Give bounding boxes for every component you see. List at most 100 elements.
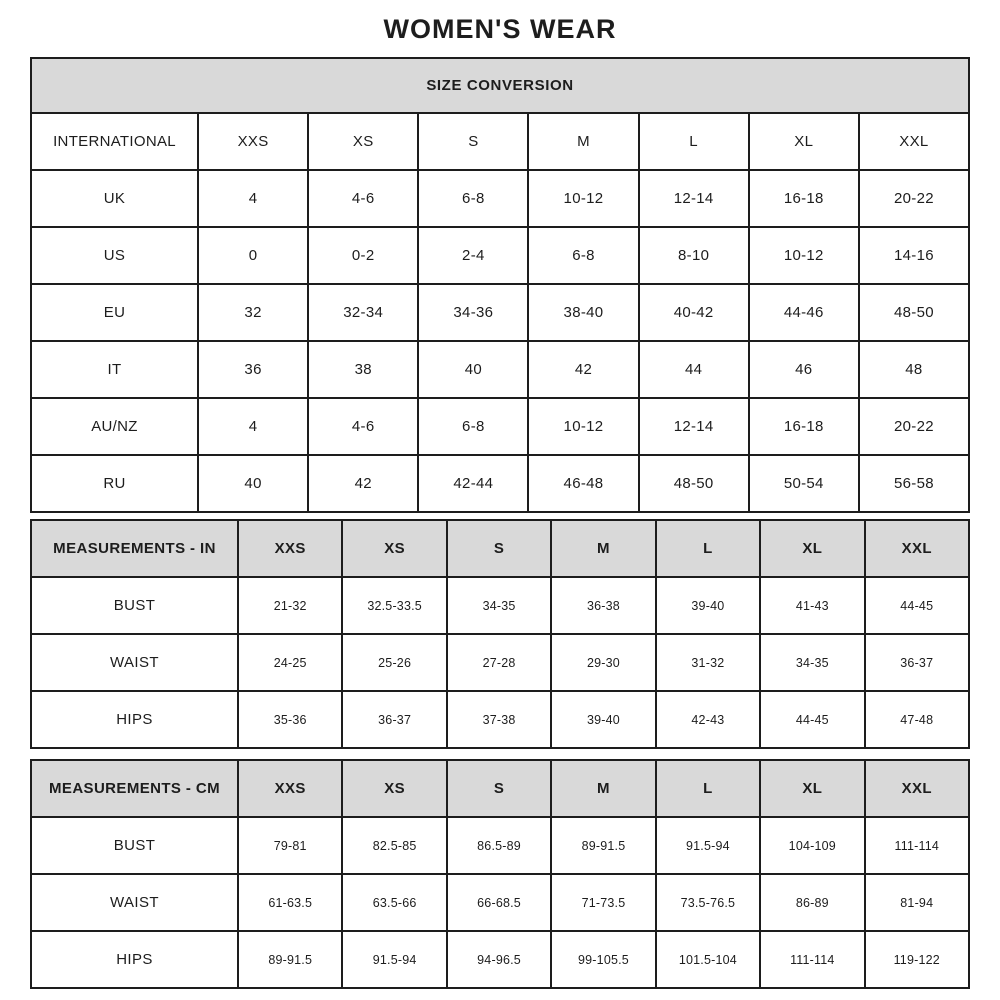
cell-value: 6-8 — [417, 397, 530, 456]
table-row-bust: BUST 79-81 82.5-85 86.5-89 89-91.5 91.5-94 104… — [30, 816, 971, 875]
column-header-s: S — [445, 519, 553, 578]
cell-value: 89-91.5 — [236, 930, 344, 989]
row-label: RU — [30, 454, 199, 513]
cell-value: 47-48 — [863, 690, 971, 749]
cell-value: 42-43 — [654, 690, 762, 749]
table-row-it: IT 36 38 40 42 44 46 48 — [30, 340, 971, 399]
cell-value: 32-34 — [307, 283, 420, 342]
cell-value: 86-89 — [759, 873, 866, 932]
cell-value: 10-12 — [527, 397, 640, 456]
column-header-s: S — [417, 112, 530, 171]
cell-value: 46-48 — [527, 454, 640, 513]
cell-value: 39-40 — [550, 690, 657, 749]
cell-value: 89-91.5 — [550, 816, 657, 875]
column-header-xxs: XXS — [236, 519, 344, 578]
cell-value: 4 — [196, 169, 310, 228]
table-row-waist: WAIST 61-63.5 63.5-66 66-68.5 71-73.5 73.5-76… — [30, 873, 971, 932]
cell-value: 36 — [196, 340, 310, 399]
measurements-cm-body: BUST 79-81 82.5-85 86.5-89 89-91.5 91.5-94 104… — [30, 816, 971, 989]
cell-value: 36-37 — [341, 690, 448, 749]
cell-value: 10-12 — [527, 169, 640, 228]
cell-value: 14-16 — [857, 226, 971, 285]
cell-value: 82.5-85 — [341, 816, 448, 875]
cell-value: 8-10 — [637, 226, 750, 285]
column-header-international: INTERNATIONAL — [30, 112, 199, 171]
size-conversion-banner-row: SIZE CONVERSION — [30, 57, 970, 114]
column-header-l: L — [637, 112, 750, 171]
measurements-cm-header-row: MEASUREMENTS - CM XXS XS S M L XL XXL — [30, 759, 971, 818]
cell-value: 44 — [637, 340, 750, 399]
cell-value: 79-81 — [236, 816, 344, 875]
column-header-xl: XL — [759, 519, 866, 578]
cell-value: 119-122 — [863, 930, 971, 989]
row-label: WAIST — [30, 633, 239, 692]
column-header-s: S — [445, 759, 553, 818]
row-label: UK — [30, 169, 199, 228]
page-title: WOMEN'S WEAR — [383, 14, 617, 44]
cell-value: 0 — [196, 226, 310, 285]
table-row-ru: RU 40 42 42-44 46-48 48-50 50-54 56-58 — [30, 454, 971, 513]
cell-value: 29-30 — [550, 633, 657, 692]
column-header-m: M — [527, 112, 640, 171]
cell-value: 34-36 — [417, 283, 530, 342]
size-chart-page: WOMEN'S WEAR SIZE CONVERSION INTERNATION… — [30, 0, 971, 989]
cell-value: 61-63.5 — [236, 873, 344, 932]
cell-value: 21-32 — [236, 576, 344, 635]
table-row-uk: UK 4 4-6 6-8 10-12 12-14 16-18 20-22 — [30, 169, 971, 228]
column-header-m: M — [550, 759, 657, 818]
table-title: MEASUREMENTS - IN — [30, 519, 239, 578]
cell-value: 42-44 — [417, 454, 530, 513]
cell-value: 48-50 — [637, 454, 750, 513]
table-row-hips: HIPS 89-91.5 91.5-94 94-96.5 99-105.5 101.5-1… — [30, 930, 971, 989]
cell-value: 66-68.5 — [445, 873, 553, 932]
cell-value: 91.5-94 — [341, 930, 448, 989]
cell-value: 42 — [307, 454, 420, 513]
cell-value: 86.5-89 — [445, 816, 553, 875]
cell-value: 31-32 — [654, 633, 762, 692]
column-header-xxl: XXL — [863, 759, 971, 818]
cell-value: 46 — [747, 340, 860, 399]
cell-value: 40 — [417, 340, 530, 399]
cell-value: 81-94 — [863, 873, 971, 932]
cell-value: 39-40 — [654, 576, 762, 635]
cell-value: 2-4 — [417, 226, 530, 285]
measurements-cm-table: MEASUREMENTS - CM XXS XS S M L XL XXL BUST 79-81… — [30, 759, 971, 989]
row-label: HIPS — [30, 930, 239, 989]
table-row-bust: BUST 21-32 32.5-33.5 34-35 36-38 39-40 41-43 44… — [30, 576, 971, 635]
table-row-waist: WAIST 24-25 25-26 27-28 29-30 31-32 34-35 36-37 — [30, 633, 971, 692]
cell-value: 35-36 — [236, 690, 344, 749]
cell-value: 12-14 — [637, 169, 750, 228]
cell-value: 6-8 — [417, 169, 530, 228]
cell-value: 10-12 — [747, 226, 860, 285]
column-header-l: L — [654, 519, 762, 578]
cell-value: 6-8 — [527, 226, 640, 285]
cell-value: 20-22 — [857, 397, 971, 456]
cell-value: 111-114 — [759, 930, 866, 989]
size-conversion-table: SIZE CONVERSION INTERNATIONAL XXS XS S M L XL X… — [30, 57, 971, 513]
column-header-xxl: XXL — [863, 519, 971, 578]
column-header-xl: XL — [759, 759, 866, 818]
column-header-xxs: XXS — [196, 112, 310, 171]
cell-value: 94-96.5 — [445, 930, 553, 989]
column-header-xxl: XXL — [857, 112, 971, 171]
cell-value: 63.5-66 — [341, 873, 448, 932]
cell-value: 48-50 — [857, 283, 971, 342]
size-conversion-title: SIZE CONVERSION — [30, 57, 970, 114]
cell-value: 40-42 — [637, 283, 750, 342]
column-header-xs: XS — [341, 519, 448, 578]
row-label: BUST — [30, 576, 239, 635]
column-header-xl: XL — [747, 112, 860, 171]
cell-value: 24-25 — [236, 633, 344, 692]
measurements-in-table: MEASUREMENTS - IN XXS XS S M L XL XXL BUST 21-32… — [30, 519, 971, 749]
cell-value: 42 — [527, 340, 640, 399]
cell-value: 37-38 — [445, 690, 553, 749]
row-label: AU/NZ — [30, 397, 199, 456]
column-header-row: INTERNATIONAL XXS XS S M L XL XXL — [30, 112, 971, 171]
column-header-xxs: XXS — [236, 759, 344, 818]
cell-value: 16-18 — [747, 397, 860, 456]
cell-value: 36-38 — [550, 576, 657, 635]
cell-value: 4-6 — [307, 169, 420, 228]
cell-value: 4 — [196, 397, 310, 456]
cell-value: 34-35 — [445, 576, 553, 635]
table-row-hips: HIPS 35-36 36-37 37-38 39-40 42-43 44-45 47-48 — [30, 690, 971, 749]
